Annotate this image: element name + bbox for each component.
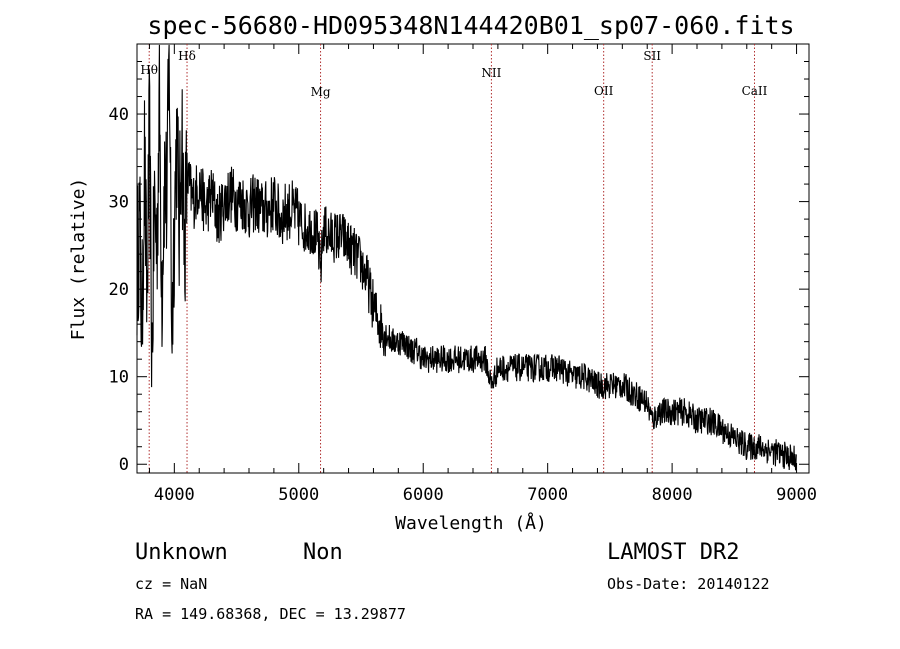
series-flux bbox=[136, 44, 797, 471]
coordinates: RA = 149.68368, DEC = 13.29877 bbox=[135, 605, 406, 623]
line-label-3: NII bbox=[481, 66, 501, 80]
x-tick-label-3: 7000 bbox=[527, 485, 568, 505]
x-tick-label-0: 4000 bbox=[154, 485, 195, 505]
line-label-1: Hδ bbox=[178, 49, 196, 63]
y-tick-label-0: 0 bbox=[119, 455, 129, 475]
plot-frame bbox=[136, 43, 810, 474]
x-tick-label-5: 9000 bbox=[776, 485, 817, 505]
object-subclass: Non bbox=[303, 540, 343, 565]
line-label-5: SII bbox=[643, 49, 661, 63]
x-tick-label-2: 6000 bbox=[403, 485, 444, 505]
axis-ticks: 4000 5000 6000 7000 8000 9000 0 10 20 30 40 bbox=[109, 44, 817, 505]
chart-title: spec-56680-HD095348N144420B01_sp07-060.f… bbox=[147, 11, 794, 40]
x-tick-label-1: 5000 bbox=[278, 485, 319, 505]
y-tick-label-4: 40 bbox=[109, 105, 129, 125]
line-label-4: OII bbox=[594, 84, 614, 98]
object-class: Unknown bbox=[135, 540, 228, 565]
line-label-2: Mg bbox=[311, 85, 331, 99]
y-axis-label: Flux (relative) bbox=[68, 178, 89, 341]
flux-series bbox=[136, 44, 797, 471]
y-tick-label-1: 10 bbox=[109, 368, 129, 388]
survey-name: LAMOST DR2 bbox=[607, 540, 739, 565]
observation-date: Obs-Date: 20140122 bbox=[607, 575, 770, 593]
redshift-cz: cz = NaN bbox=[135, 575, 207, 593]
y-tick-label-3: 30 bbox=[109, 193, 129, 213]
x-axis-label: Wavelength (Å) bbox=[395, 512, 547, 534]
y-tick-label-2: 20 bbox=[109, 280, 129, 300]
line-label-6: CaII bbox=[742, 84, 768, 98]
x-tick-label-4: 8000 bbox=[652, 485, 693, 505]
